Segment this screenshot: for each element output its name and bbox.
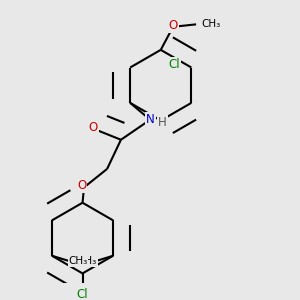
Text: Cl: Cl bbox=[77, 288, 88, 300]
Text: O: O bbox=[77, 179, 86, 192]
Text: H: H bbox=[158, 116, 167, 129]
Text: CH₃: CH₃ bbox=[68, 256, 88, 266]
Text: CH₃: CH₃ bbox=[77, 256, 97, 266]
Text: N: N bbox=[146, 113, 155, 126]
Text: CH₃: CH₃ bbox=[202, 20, 221, 29]
Text: O: O bbox=[168, 19, 178, 32]
Text: Cl: Cl bbox=[169, 58, 180, 71]
Text: O: O bbox=[89, 121, 98, 134]
